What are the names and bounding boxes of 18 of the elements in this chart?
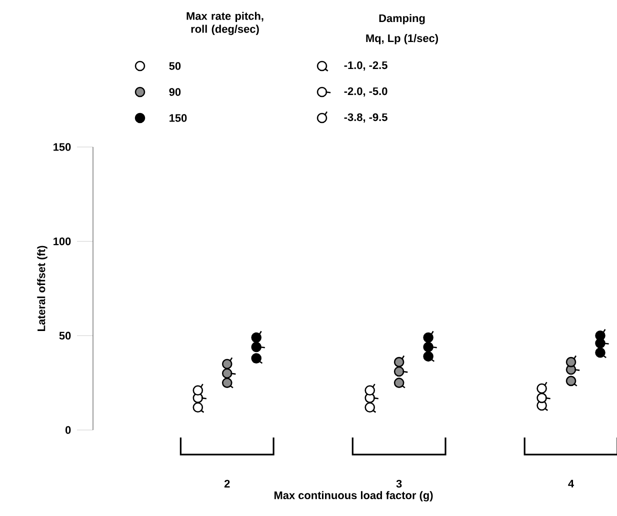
y-tick-label: 100 — [54, 237, 71, 246]
text: -1.0, -2.5 — [344, 61, 388, 71]
x-axis-title: Max continuous load factor (g) — [274, 491, 433, 502]
text: Damping — [379, 14, 425, 24]
y-tick-label: 150 — [54, 143, 71, 151]
x-tick-label: 3 — [396, 480, 402, 488]
text: Mq, Lp (1/sec) — [366, 34, 438, 44]
legend-label: 150 — [170, 114, 187, 122]
text: -2.0, -5.0 — [344, 87, 388, 97]
text: -3.8, -9.5 — [344, 113, 388, 123]
x-tick-label: 2 — [224, 480, 230, 488]
legend-label: 50 — [169, 62, 181, 70]
legend-label: 90 — [169, 88, 181, 96]
y-axis-title: Lateral offset (ft) — [37, 246, 48, 331]
y-tick-label: 0 — [65, 426, 71, 434]
y-tick-label: 50 — [59, 332, 71, 340]
legend-title: Max rate pitch, roll (deg/sec) — [186, 12, 264, 36]
x-tick-label: 4 — [568, 480, 574, 488]
